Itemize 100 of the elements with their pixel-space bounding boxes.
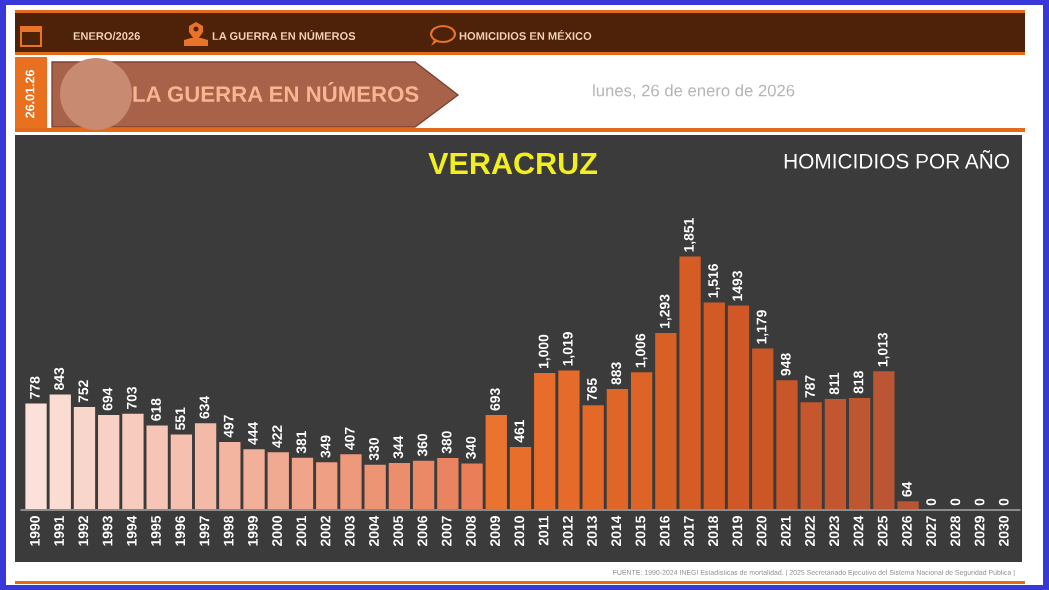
- bar: [606, 389, 629, 510]
- x-tick-label: 2023: [829, 516, 840, 546]
- text: ENERO/2026: [73, 31, 140, 41]
- x-tick-label: 2008: [465, 515, 476, 546]
- data-label: 752: [78, 380, 89, 403]
- x-tick-label: 2028: [950, 515, 961, 546]
- x-tick-label: 1991: [54, 515, 64, 546]
- bar: [776, 380, 798, 510]
- bar: [558, 370, 580, 510]
- bar: [752, 348, 774, 510]
- text: 26.01.26: [25, 70, 35, 118]
- data-label: 948: [780, 353, 791, 376]
- bar: [509, 446, 532, 510]
- data-label: 1,516: [708, 264, 721, 298]
- bar: [873, 371, 895, 510]
- x-tick-label: 2026: [901, 516, 912, 546]
- bar: [243, 449, 265, 510]
- bar: [703, 302, 725, 510]
- data-label: 787: [805, 375, 815, 398]
- data-label: 344: [393, 435, 404, 459]
- data-label: 1,013: [877, 332, 890, 367]
- bar: [340, 454, 362, 510]
- x-tick-label: 1992: [78, 516, 89, 546]
- bar: [170, 434, 193, 510]
- data-label: 330: [369, 438, 379, 461]
- bar: [800, 402, 822, 510]
- x-tick-label: 2019: [732, 516, 743, 546]
- x-tick-label: 2017: [683, 516, 694, 546]
- data-label: 765: [587, 378, 597, 401]
- bar: [146, 425, 168, 510]
- data-label: 422: [272, 425, 282, 448]
- data-label: 1,006: [635, 333, 648, 368]
- chart-title: VERACRUZ: [428, 152, 597, 175]
- x-tick-label: 2029: [974, 516, 985, 546]
- x-tick-label: 2011: [538, 515, 549, 546]
- data-label: 1,000: [538, 334, 551, 369]
- x-tick-label: 2025: [877, 515, 888, 546]
- data-label: 883: [611, 362, 622, 385]
- x-tick-label: 2010: [514, 516, 525, 546]
- bar: [122, 413, 144, 510]
- data-label: 1,179: [756, 310, 769, 344]
- x-tick-label: 1993: [102, 516, 113, 546]
- data-label: 0: [998, 498, 1009, 506]
- x-tick-label: 2005: [393, 515, 404, 546]
- bar: [824, 398, 847, 510]
- bar: [848, 398, 871, 510]
- data-label: 340: [465, 436, 476, 459]
- bar: [73, 407, 96, 510]
- bar: [897, 501, 919, 510]
- data-label: 360: [417, 433, 428, 457]
- data-label: 1,293: [659, 294, 672, 328]
- text: LA GUERRA EN NÚMEROS: [133, 82, 419, 102]
- bar: [534, 373, 556, 510]
- bar: [655, 332, 677, 510]
- text: LA GUERRA EN NÚMEROS: [212, 30, 356, 40]
- bar: [267, 452, 289, 510]
- chart-subtitle: HOMICIDIOS POR AÑO: [784, 150, 1009, 169]
- data-label: 618: [151, 398, 161, 421]
- data-label: 497: [223, 415, 234, 438]
- x-tick-label: 2018: [708, 515, 719, 546]
- bar: [727, 305, 750, 510]
- x-tick-label: 2012: [562, 516, 573, 546]
- x-tick-label: 2014: [611, 515, 622, 546]
- data-label: 64: [901, 481, 912, 497]
- bar: [364, 464, 386, 510]
- bar: [412, 460, 435, 510]
- x-tick-label: 1997: [199, 516, 210, 546]
- data-label: 461: [514, 419, 525, 443]
- data-label: 381: [296, 430, 307, 454]
- bar: [98, 414, 120, 510]
- bar: [291, 457, 314, 510]
- data-label: 407: [344, 427, 355, 450]
- x-tick-label: 2027: [926, 516, 937, 546]
- bar: [679, 256, 701, 510]
- bar: [316, 462, 338, 510]
- data-label: 693: [490, 388, 501, 411]
- x-tick-label: 1995: [151, 515, 161, 546]
- data-label: 811: [829, 372, 840, 395]
- x-tick-label: 2000: [272, 516, 282, 546]
- x-tick-label: 2024: [853, 515, 864, 546]
- bar: [630, 372, 653, 510]
- data-label: 444: [248, 421, 258, 445]
- data-label: 0: [926, 498, 937, 506]
- data-label: 551: [175, 407, 186, 430]
- x-tick-label: 2022: [805, 516, 815, 546]
- data-label: 0: [950, 498, 961, 506]
- data-label: 778: [29, 376, 40, 399]
- bar: [388, 462, 411, 510]
- data-label: 843: [54, 367, 65, 390]
- x-tick-label: 2004: [369, 515, 379, 546]
- data-label: 1493: [732, 271, 743, 301]
- x-tick-label: 2007: [441, 516, 452, 546]
- bar: [49, 394, 71, 510]
- text: lunes, 26 de enero de 2026: [593, 84, 795, 99]
- data-label: 634: [199, 395, 210, 419]
- x-tick-label: 2020: [756, 516, 767, 546]
- data-label: 818: [853, 371, 864, 394]
- x-tick-label: 2021: [780, 515, 791, 546]
- bar: [25, 403, 47, 510]
- bar: [485, 415, 507, 510]
